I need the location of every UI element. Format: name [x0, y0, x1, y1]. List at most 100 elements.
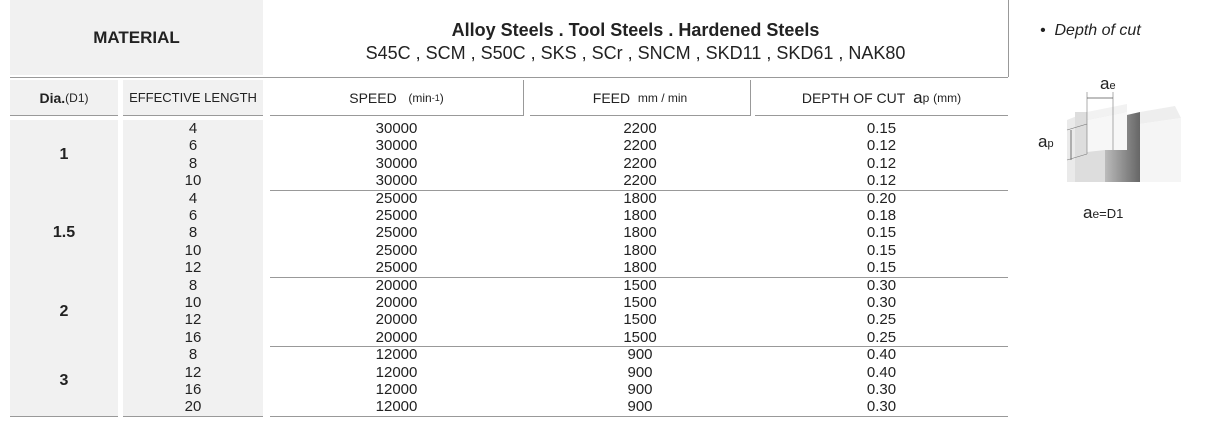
length-column: 8 10 12 16	[123, 276, 263, 347]
depth-unit: (mm)	[933, 90, 962, 105]
cell: 6	[188, 137, 198, 155]
ae-sub: e	[1109, 80, 1116, 92]
depth-column: 0.30 0.30 0.25 0.25	[755, 277, 1008, 347]
cell: 8	[188, 346, 198, 364]
row-divider	[270, 276, 1008, 278]
dia-value: 1	[10, 120, 118, 190]
dia-group: 1.5 4 6 8 10 12 25000 25000 25000 25000 25000 1800 1…	[0, 189, 1010, 278]
cell: 16	[184, 328, 202, 346]
cell: 16	[184, 381, 202, 398]
cell: 0.15	[866, 241, 897, 259]
cell: 12000	[375, 398, 418, 416]
cell: 1800	[623, 189, 657, 207]
formula: ae=D1	[1083, 203, 1123, 223]
cell: 900	[627, 363, 653, 381]
header-speed: SPEED (min -1)	[270, 80, 524, 116]
cell: 20000	[375, 311, 418, 329]
dia-value: 1.5	[10, 189, 118, 277]
header-depth-label: DEPTH OF CUT	[801, 89, 906, 106]
cell: 0.30	[866, 381, 897, 398]
cell: 0.12	[866, 172, 897, 190]
cell: 30000	[375, 154, 418, 172]
cell: 1800	[623, 241, 657, 259]
cell: 12000	[375, 346, 418, 364]
length-column: 4 6 8 10 12	[123, 189, 263, 277]
cell: 8	[188, 224, 198, 242]
depth-column: 0.20 0.18 0.15 0.15 0.15	[755, 190, 1008, 277]
cell: 12	[184, 259, 202, 277]
cell: 1500	[623, 311, 657, 329]
cell: 12	[184, 311, 202, 329]
formula-rest: =D1	[1099, 206, 1124, 221]
dia-value: 2	[10, 276, 118, 347]
cell: 4	[188, 120, 198, 137]
cell: 0.12	[866, 154, 897, 172]
depth-symbol: a	[913, 87, 923, 107]
cell: 900	[627, 381, 653, 398]
dia-value: 3	[10, 346, 118, 416]
cell: 2200	[623, 154, 657, 172]
cell: 20000	[375, 328, 418, 346]
row-divider	[123, 415, 263, 417]
speed-exp: -1	[431, 92, 440, 103]
ap-sub: p	[1047, 138, 1054, 150]
cell: 10	[184, 294, 202, 311]
cell: 8	[188, 154, 198, 172]
depth-column: 0.40 0.40 0.30 0.30	[755, 346, 1008, 416]
depth-sub: p	[922, 90, 930, 105]
cell: 10	[184, 241, 202, 259]
cell: 25000	[375, 224, 418, 242]
feed-column: 1500 1500 1500 1500	[530, 277, 750, 347]
ap-label: ap	[1038, 132, 1054, 152]
cell: 0.20	[866, 189, 897, 207]
cell: 12	[184, 363, 202, 381]
feed-column: 2200 2200 2200 2200	[530, 120, 750, 190]
cell: 0.18	[866, 207, 897, 224]
cell: 30000	[375, 172, 418, 190]
depth-column: 0.15 0.12 0.12 0.12	[755, 120, 1008, 190]
material-title-cell: Alloy Steels . Tool Steels . Hardened St…	[263, 0, 1009, 77]
cell: 20000	[375, 294, 418, 311]
feed-unit: mm / min	[637, 90, 688, 105]
dia-group: 3 8 12 16 20 12000 12000 12000 12000 900 900 900 900…	[0, 346, 1010, 417]
cell: 900	[627, 346, 653, 364]
formula-a: a	[1083, 203, 1093, 222]
cell: 0.12	[866, 137, 897, 155]
cell: 1800	[623, 207, 657, 224]
diagram-title-text: Depth of cut	[1054, 22, 1141, 39]
depth-of-cut-diagram-icon	[1066, 92, 1181, 182]
divider	[10, 77, 1008, 78]
speed-column: 25000 25000 25000 25000 25000	[270, 190, 523, 277]
cell: 0.25	[866, 311, 897, 329]
cell: 0.25	[866, 328, 897, 346]
dia-group: 2 8 10 12 16 20000 20000 20000 20000 1500 1500 1500…	[0, 276, 1010, 348]
cell: 0.30	[866, 294, 897, 311]
cell: 4	[188, 189, 198, 207]
cell: 12000	[375, 381, 418, 398]
header-dia-label: Dia.	[39, 89, 66, 106]
formula-sub: e	[1092, 207, 1100, 221]
speed-column: 30000 30000 30000 30000	[270, 120, 523, 190]
cell: 30000	[375, 120, 418, 137]
length-column: 4 6 8 10	[123, 120, 263, 190]
cell: 0.30	[866, 276, 897, 294]
speed-unit: (min	[408, 90, 432, 105]
diagram-title: • Depth of cut	[1040, 22, 1141, 39]
row-divider	[270, 346, 1008, 348]
cell: 1800	[623, 224, 657, 242]
cell: 0.40	[866, 363, 897, 381]
ae-symbol: a	[1100, 74, 1110, 93]
cell: 30000	[375, 137, 418, 155]
cell: 0.15	[866, 224, 897, 242]
cell: 900	[627, 398, 653, 416]
cell: 0.40	[866, 346, 897, 364]
cell: 1500	[623, 328, 657, 346]
header-feed: FEED mm / min	[530, 80, 751, 116]
dia-group: 1 4 6 8 10 30000 30000 30000 30000 2200 2200 2200 22…	[0, 120, 1010, 191]
feed-column: 1800 1800 1800 1800 1800	[530, 190, 750, 277]
ap-symbol: a	[1038, 132, 1048, 151]
cell: 2200	[623, 172, 657, 190]
cell: 1800	[623, 259, 657, 277]
cell: 1500	[623, 276, 657, 294]
